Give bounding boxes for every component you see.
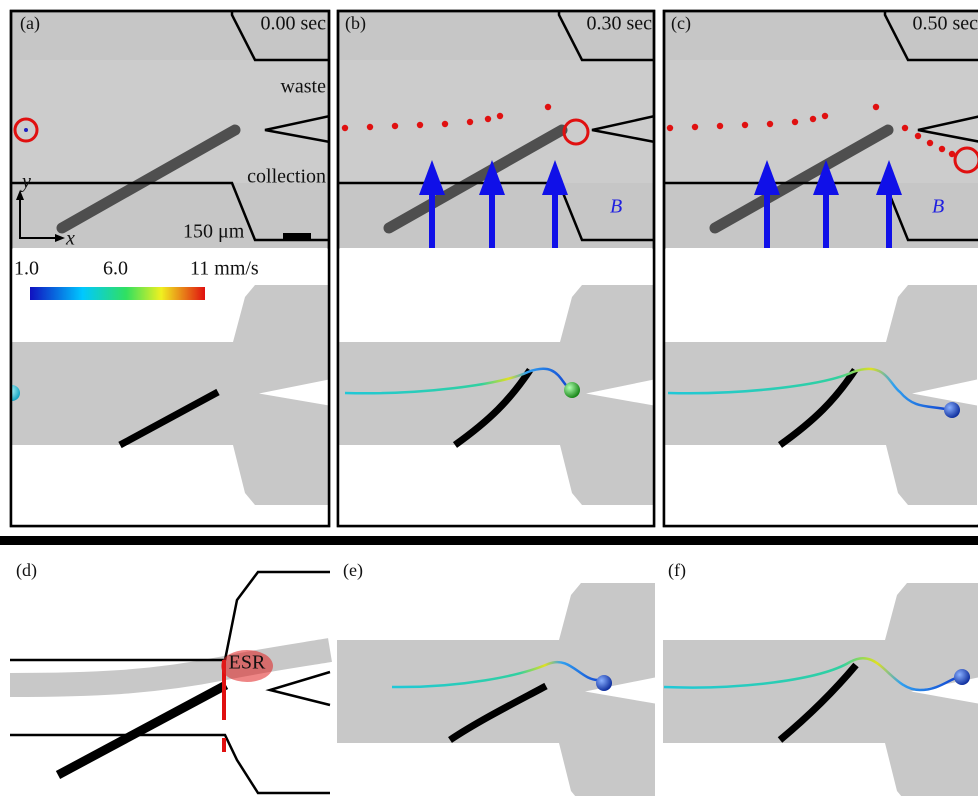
- particle: [954, 669, 970, 685]
- colorbar-label: 11 mm/s: [190, 258, 259, 280]
- panel-label: (c): [671, 13, 691, 34]
- track-dot: [485, 116, 491, 122]
- time-label: 0.50 sec: [912, 13, 978, 35]
- field-label: B⃗: [610, 196, 638, 218]
- track-dot: [902, 125, 908, 131]
- colorbar-label: 1.0: [14, 258, 39, 280]
- colorbar-label: 6.0: [103, 258, 128, 280]
- panel: [663, 10, 978, 248]
- region-label: ESR: [229, 652, 266, 674]
- scale-bar-label: 150 μm: [183, 221, 245, 243]
- panel-label: (b): [345, 13, 366, 34]
- time-label: 0.00 sec: [260, 13, 326, 35]
- track-dot: [467, 119, 473, 125]
- track-dot: [392, 123, 398, 129]
- panel: [664, 249, 977, 525]
- axis-label: y: [20, 171, 31, 193]
- outlet-label: collection: [247, 166, 326, 188]
- colorbar: [30, 287, 205, 300]
- fiber: [58, 685, 226, 775]
- panel: [10, 10, 330, 248]
- panel: [10, 572, 330, 793]
- track-dot: [915, 133, 921, 139]
- particle: [564, 382, 580, 398]
- flow-band: [10, 650, 330, 685]
- time-label: 0.30 sec: [586, 13, 652, 35]
- panel: [337, 550, 655, 796]
- track-dot: [939, 146, 945, 152]
- track-dot: [717, 123, 723, 129]
- track-dot: [792, 119, 798, 125]
- track-dot: [692, 124, 698, 130]
- track-dot: [810, 116, 816, 122]
- track-dot: [367, 124, 373, 130]
- track-dot: [873, 104, 879, 110]
- drawing: [0, 10, 978, 796]
- particle: [596, 675, 612, 691]
- divider: [0, 536, 978, 545]
- track-dot: [742, 122, 748, 128]
- track-dot: [667, 125, 673, 131]
- splitter-edge: [270, 672, 330, 705]
- panel: [337, 10, 655, 248]
- panel-label: (e): [343, 560, 363, 581]
- panel-label: (f): [668, 560, 686, 581]
- track-dot: [442, 121, 448, 127]
- track-dot: [927, 140, 933, 146]
- particle: [944, 402, 960, 418]
- field-label: B⃗: [932, 196, 960, 218]
- panel-label: (a): [20, 13, 40, 34]
- channel-edge: [10, 735, 330, 793]
- outlet-label: waste: [280, 76, 326, 98]
- scale-bar: [283, 233, 311, 239]
- track-dot: [545, 104, 551, 110]
- panel: [663, 550, 978, 796]
- panel-label: (d): [16, 560, 37, 581]
- track-dot: [417, 122, 423, 128]
- track-dot: [822, 113, 828, 119]
- track-dot: [767, 121, 773, 127]
- track-dot: [342, 125, 348, 131]
- panel: [338, 249, 654, 525]
- figure: (a) (b) (c) 0.00 sec 0.30 sec 0.50 sec w…: [0, 0, 978, 796]
- track-dot: [497, 113, 503, 119]
- axis-label: x: [65, 228, 75, 250]
- cell: [24, 128, 28, 132]
